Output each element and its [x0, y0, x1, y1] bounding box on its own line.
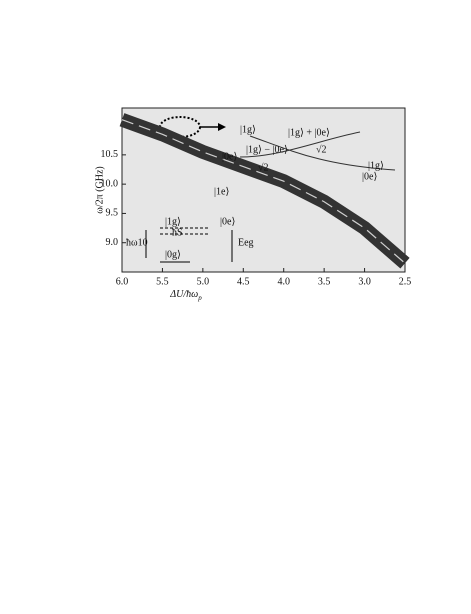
x-tick-label: 4.0	[277, 276, 290, 287]
inset-line	[239, 131, 361, 158]
x-tick-label: 6.0	[116, 276, 129, 287]
annotation: |1g⟩ − |0e⟩	[246, 144, 288, 155]
annotation: |0e⟩	[222, 151, 237, 162]
annotation: |1e⟩	[214, 186, 229, 197]
annotation: |0g⟩	[165, 249, 181, 260]
annotation: |1g⟩ + |0e⟩	[288, 127, 330, 138]
annotation: ħω10	[126, 237, 148, 248]
annotation: |0e⟩	[220, 216, 235, 227]
x-tick-label: 4.5	[237, 276, 250, 287]
annotation: |1g⟩	[368, 160, 384, 171]
annotation: |1g⟩	[240, 124, 256, 135]
annotation: ħS	[172, 227, 183, 238]
band-core	[121, 119, 406, 264]
annotation: |1g⟩	[165, 216, 181, 227]
annotation: |0e⟩	[362, 171, 377, 182]
x-tick-label: 3.0	[358, 276, 371, 287]
x-tick-label: 3.5	[318, 276, 331, 287]
y-tick-label: 10.5	[101, 149, 119, 160]
x-axis-label: ΔU/ħωp	[169, 289, 202, 301]
x-tick-label: 5.0	[197, 276, 210, 287]
annotation: Eeg	[238, 237, 254, 248]
arrow-head	[218, 123, 226, 131]
y-axis-label: ω/2π (GHz)	[94, 166, 105, 213]
annotation: √2	[258, 162, 269, 173]
y-tick-label: 9.5	[106, 208, 119, 219]
x-tick-label: 2.5	[399, 276, 412, 287]
x-tick-label: 5.5	[156, 276, 169, 287]
y-tick-label: 10.0	[101, 178, 119, 189]
annotation: √2	[316, 144, 327, 155]
inset-line	[249, 135, 396, 171]
y-tick-label: 9.0	[106, 237, 119, 248]
